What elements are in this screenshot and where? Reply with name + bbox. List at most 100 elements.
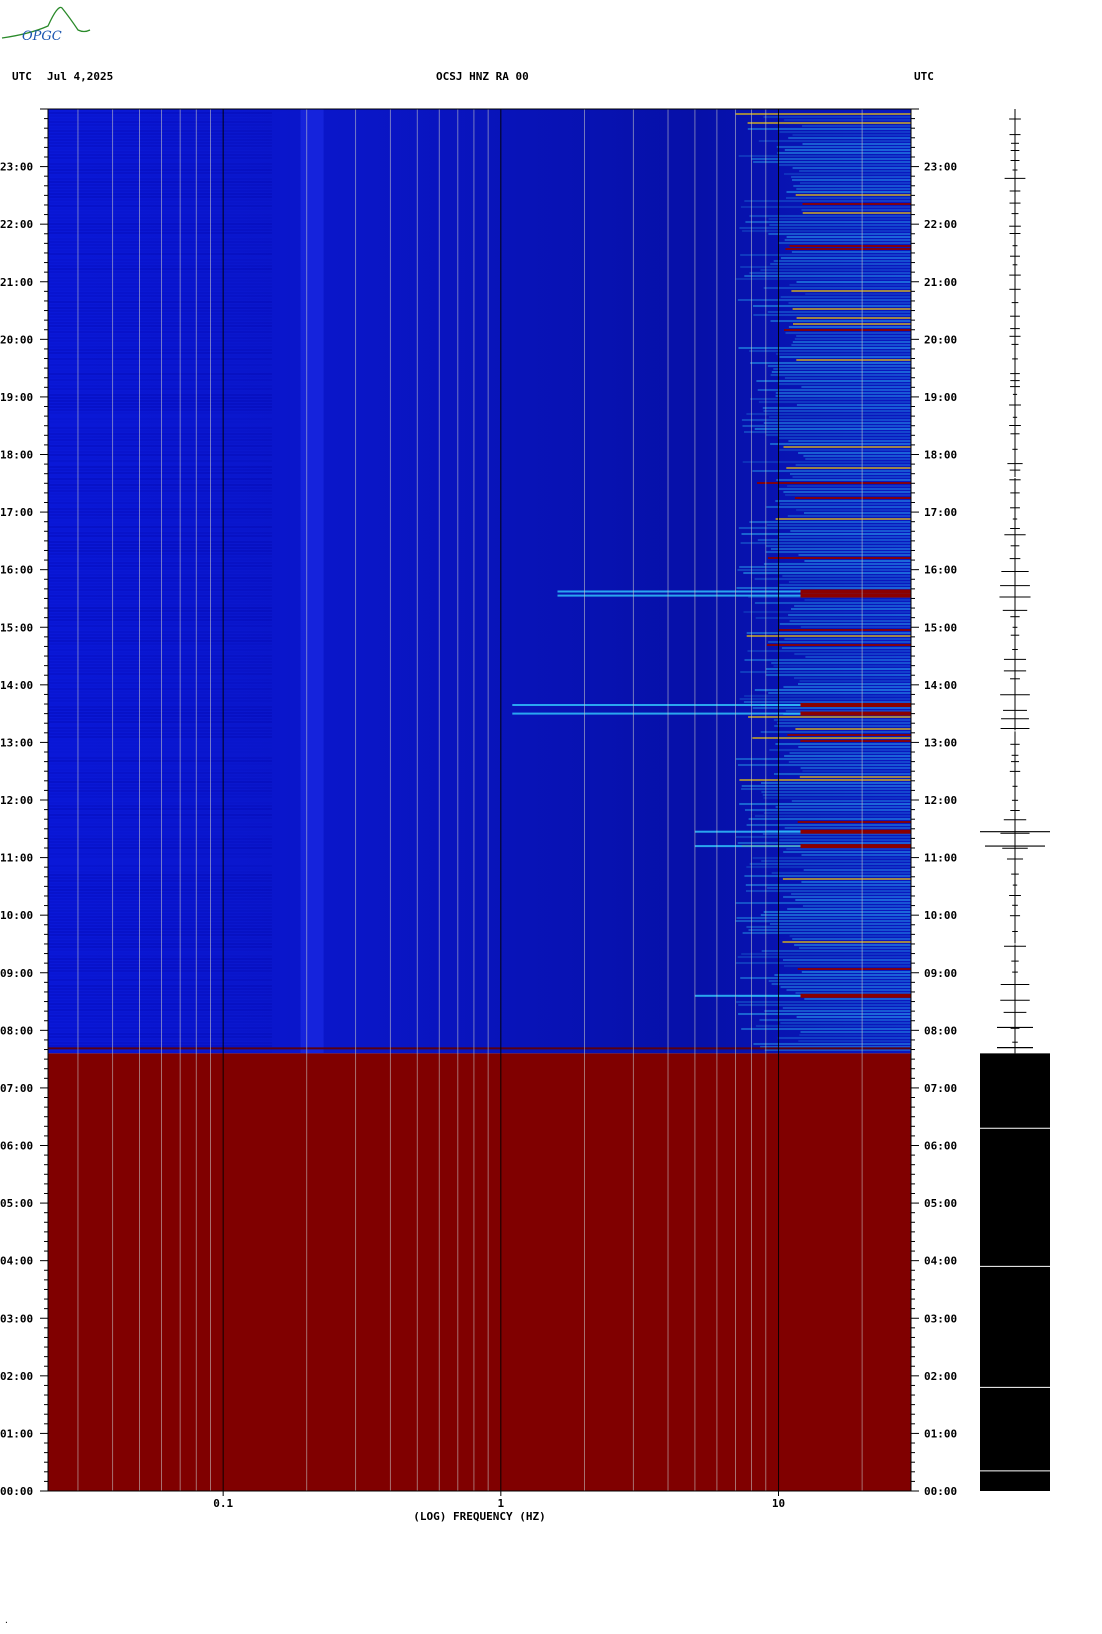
activity-row [801,971,911,973]
activity-row [802,770,911,772]
texture-row [48,592,273,594]
texture-row [48,256,272,258]
activity-row [745,809,911,811]
texture-row [48,370,272,372]
activity-row [763,116,911,118]
activity-row [788,326,911,328]
activity-row [763,410,911,412]
activity-row [782,575,911,577]
texture-row [48,565,273,567]
left-y-tick-label: 13:00 [0,736,33,749]
activity-row [775,500,911,502]
activity-row [740,542,911,544]
texture-row [48,877,273,879]
activity-row [804,512,911,514]
event-core [800,703,911,707]
activity-row [769,749,911,751]
texture-row [48,475,272,477]
activity-row [797,968,911,970]
texture-row [48,121,273,123]
texture-row [48,826,273,828]
texture-row [48,553,273,555]
texture-row [48,658,273,660]
activity-row [739,227,911,229]
texture-row [48,1006,273,1008]
texture-row [48,550,273,552]
activity-row [773,719,911,721]
activity-row [744,200,911,202]
activity-row [792,179,911,181]
texture-row [48,646,273,648]
activity-row [784,119,911,121]
texture-row [48,271,273,273]
texture-row [48,400,273,402]
activity-row [800,626,911,628]
texture-row [48,340,273,342]
texture-row [48,235,272,237]
activity-row [803,869,911,871]
activity-row [784,827,911,829]
activity-row [746,926,911,928]
texture-row [48,130,273,132]
texture-row [48,787,273,789]
activity-row [784,377,911,379]
texture-row [48,214,273,216]
texture-row [48,784,273,786]
texture-row [48,508,273,510]
right-y-tick-label: 23:00 [924,161,957,174]
activity-row [789,620,911,622]
texture-row [48,451,273,453]
texture-row [48,358,273,360]
texture-row [48,364,273,366]
texture-row [48,361,272,363]
texture-row [48,661,273,663]
texture-row [48,1009,273,1011]
activity-row [742,230,911,232]
activity-row [758,401,911,403]
texture-row [48,310,273,312]
texture-row [48,448,273,450]
activity-row [787,485,911,487]
right-y-tick-label: 21:00 [924,276,957,289]
right-y-tick-label: 13:00 [924,736,957,749]
activity-row [788,761,911,763]
texture-row [48,409,273,411]
texture-row [48,457,272,459]
activity-row [745,221,911,223]
right-y-tick-label: 14:00 [924,679,957,692]
texture-row [48,223,273,225]
texture-row [48,385,273,387]
texture-row [48,850,272,852]
activity-row [748,818,911,820]
texture-row [48,772,273,774]
activity-row [766,434,911,436]
texture-row [48,403,273,405]
texture-row [48,148,273,150]
activity-row [749,521,911,523]
texture-row [48,445,273,447]
texture-row [48,559,273,561]
activity-row [774,974,911,976]
texture-row [48,166,273,168]
texture-row [48,514,273,516]
event-core [800,711,911,716]
activity-row [802,212,911,214]
activity-row [783,446,911,448]
right-y-tick-label: 08:00 [924,1024,957,1037]
texture-row [48,601,273,603]
texture-row [48,556,273,558]
activity-row [791,893,911,895]
right-y-tick-label: 12:00 [924,794,957,807]
left-y-tick-label: 15:00 [0,621,33,634]
texture-row [48,727,273,729]
activity-row [771,983,911,985]
texture-row [48,211,273,213]
texture-row [48,205,273,207]
texture-row [48,616,273,618]
activity-row [796,317,911,319]
activity-row [766,668,911,670]
activity-row [778,437,911,439]
activity-row [735,920,911,922]
activity-row [794,605,911,607]
texture-row [48,1018,273,1020]
